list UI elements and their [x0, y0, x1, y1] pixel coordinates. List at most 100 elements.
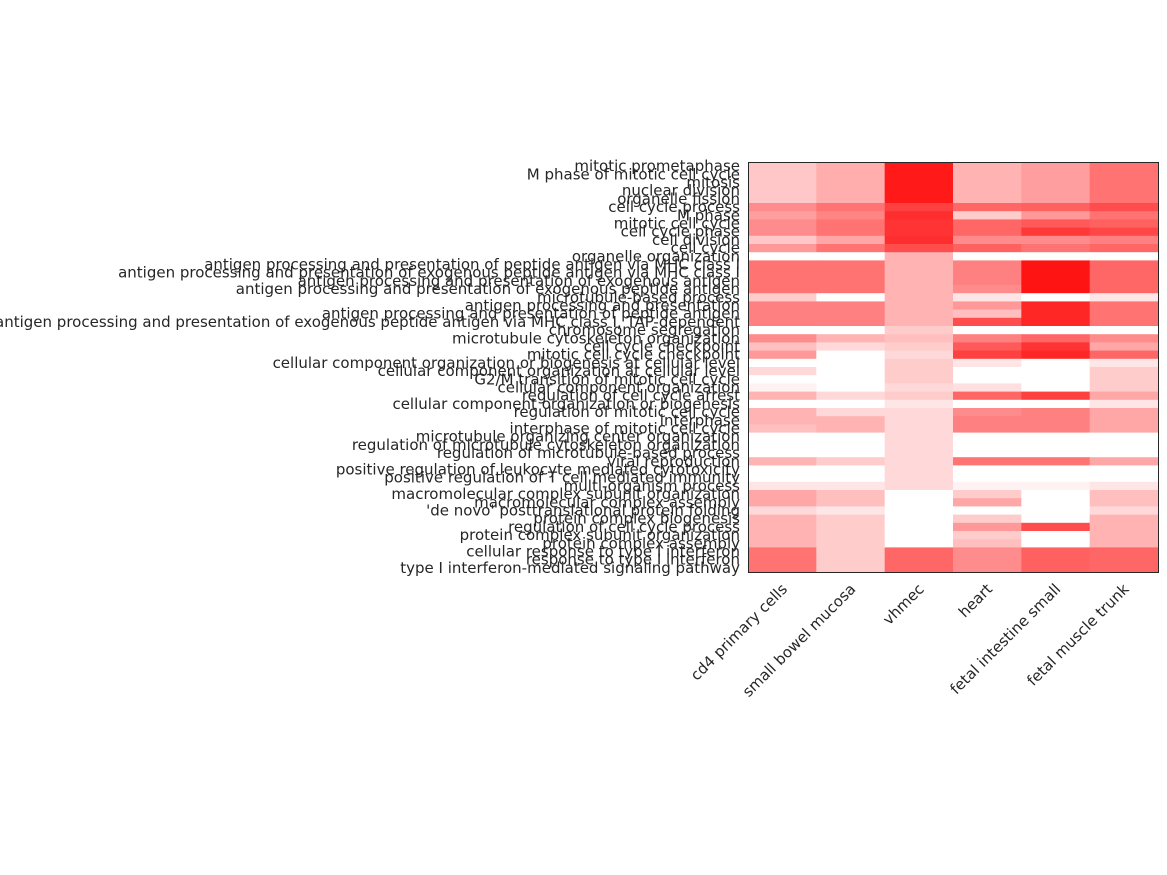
heatmap-cell — [816, 219, 886, 228]
row-label: cell cycle checkpoint — [584, 338, 740, 356]
heatmap-cell — [1089, 514, 1159, 524]
heatmap-cell — [884, 211, 954, 220]
heatmap-cell — [748, 219, 817, 228]
heatmap-cell — [884, 424, 954, 433]
heatmap-cell — [1089, 235, 1159, 245]
heatmap-cell — [1021, 358, 1091, 368]
heatmap-cell — [1021, 514, 1091, 524]
row-label: microtubule-based process — [537, 288, 740, 306]
heatmap-cell — [953, 227, 1022, 237]
heatmap-cell — [953, 219, 1022, 228]
heatmap-cell — [953, 490, 1022, 499]
heatmap-cell — [816, 268, 886, 278]
heatmap-cell — [816, 350, 886, 360]
row-label: macromolecular complex assembly — [474, 493, 740, 511]
heatmap-cell — [1089, 178, 1159, 187]
heatmap-cell — [1021, 301, 1091, 310]
row-label: 'de novo' posttranslational protein fold… — [426, 502, 740, 520]
heatmap-cell — [1089, 358, 1159, 368]
heatmap-cell — [748, 309, 817, 319]
heatmap-cell — [884, 473, 954, 483]
row-label: regulation of microtubule-based process — [437, 444, 740, 462]
heatmap-cell — [816, 342, 886, 351]
heatmap-cell — [748, 276, 817, 286]
heatmap-cell — [1089, 391, 1159, 401]
heatmap-cell — [884, 293, 954, 302]
heatmap-cell — [1089, 326, 1159, 335]
heatmap-cell — [748, 203, 817, 212]
row-label: response to type I interferon — [526, 551, 740, 569]
heatmap-cell — [1089, 408, 1159, 417]
heatmap-cell — [748, 334, 817, 343]
heatmap-cell — [884, 555, 954, 565]
heatmap-cell — [1021, 268, 1091, 278]
heatmap-cell — [953, 531, 1022, 540]
heatmap-cell — [816, 194, 886, 204]
heatmap-cell — [816, 531, 886, 540]
heatmap-cell — [816, 235, 886, 245]
heatmap-cell — [1089, 334, 1159, 343]
heatmap-cell — [953, 178, 1022, 187]
heatmap-cell — [748, 498, 817, 507]
heatmap-cell — [816, 186, 886, 196]
heatmap-cell — [884, 186, 954, 196]
row-label: protein complex subunit organization — [460, 526, 740, 544]
heatmap-cell — [953, 375, 1022, 384]
row-label: regulation of cell cycle process — [508, 518, 740, 536]
heatmap-cell — [1021, 293, 1091, 302]
heatmap-cell — [1021, 375, 1091, 384]
heatmap-cell — [1021, 276, 1091, 286]
heatmap-cell — [748, 440, 817, 450]
heatmap-cell — [816, 391, 886, 401]
heatmap-cell — [748, 416, 817, 425]
heatmap-cell — [1089, 301, 1159, 310]
heatmap-cell — [816, 162, 886, 171]
heatmap-cell — [953, 268, 1022, 278]
heatmap-cell — [816, 408, 886, 417]
heatmap-cell — [953, 334, 1022, 343]
row-label: protein complex assembly — [542, 534, 740, 552]
heatmap-cell — [953, 481, 1022, 491]
heatmap-cell — [1021, 440, 1091, 450]
heatmap-cell — [884, 252, 954, 261]
heatmap-cell — [816, 285, 886, 294]
heatmap-cell — [884, 457, 954, 466]
row-label: regulation of mitotic cell cycle — [514, 403, 740, 421]
row-label: cellular response to type I interferon — [466, 543, 740, 561]
plot-frame — [748, 162, 1159, 573]
row-label: interphase of mitotic cell cycle — [510, 420, 740, 438]
row-label: cellular component organization or bioge… — [392, 395, 740, 413]
heatmap-cell — [816, 490, 886, 499]
heatmap-cell — [884, 268, 954, 278]
row-label: antigen processing and presentation of e… — [298, 272, 740, 290]
heatmap-cell — [1089, 481, 1159, 491]
row-label: positive regulation of leukocyte mediate… — [336, 461, 740, 479]
heatmap-cell — [816, 317, 886, 327]
row-label: cell division — [652, 231, 740, 249]
heatmap-cell — [1089, 227, 1159, 237]
heatmap-cell — [884, 367, 954, 376]
heatmap-cell — [1021, 260, 1091, 269]
heatmap-cell — [953, 383, 1022, 392]
heatmap-cell — [953, 539, 1022, 548]
heatmap-cell — [1089, 457, 1159, 466]
heatmap-cell — [1089, 383, 1159, 392]
heatmap-cell — [953, 309, 1022, 319]
heatmap-cell — [1021, 408, 1091, 417]
heatmap-cell — [816, 539, 886, 548]
heatmap-cell — [816, 211, 886, 220]
heatmap-cell — [1021, 211, 1091, 220]
heatmap-cell — [953, 506, 1022, 515]
heatmap-cell — [884, 317, 954, 327]
heatmap-cell — [1089, 563, 1159, 573]
heatmap-cell — [884, 531, 954, 540]
heatmap-cell — [1089, 539, 1159, 548]
heatmap-cells — [748, 162, 1159, 573]
heatmap-cell — [816, 293, 886, 302]
heatmap-cell — [748, 268, 817, 278]
heatmap-cell — [1021, 539, 1091, 548]
heatmap-cell — [953, 350, 1022, 360]
heatmap-cell — [816, 178, 886, 187]
heatmap-cell — [884, 162, 954, 171]
